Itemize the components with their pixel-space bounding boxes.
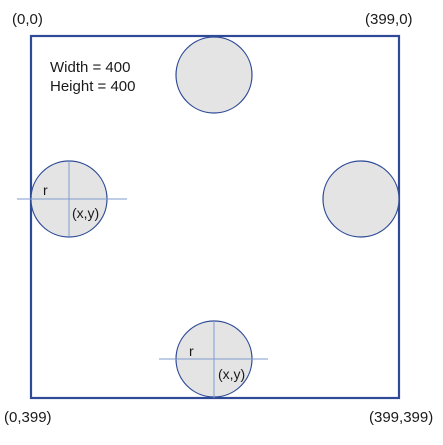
circle-top [175,36,253,114]
corner-label-bottom-right: (399,399) [369,409,433,426]
radius-label-left: r [43,182,48,198]
height-text: Height = 400 [50,78,135,95]
center-label-bottom: (x,y) [218,366,245,382]
width-text: Width = 400 [50,59,130,76]
corner-label-bottom-left: (0,399) [4,409,52,426]
corner-label-top-left: (0,0) [12,11,43,28]
circle-bottom-group: r (x,y) [159,320,268,398]
corner-label-top-right: (399,0) [365,11,413,28]
canvas-border [29,34,401,400]
circle-right [322,160,400,238]
circle-left-group: r (x,y) [17,160,127,238]
radius-label-bottom: r [189,343,194,359]
center-label-left: (x,y) [72,205,99,221]
